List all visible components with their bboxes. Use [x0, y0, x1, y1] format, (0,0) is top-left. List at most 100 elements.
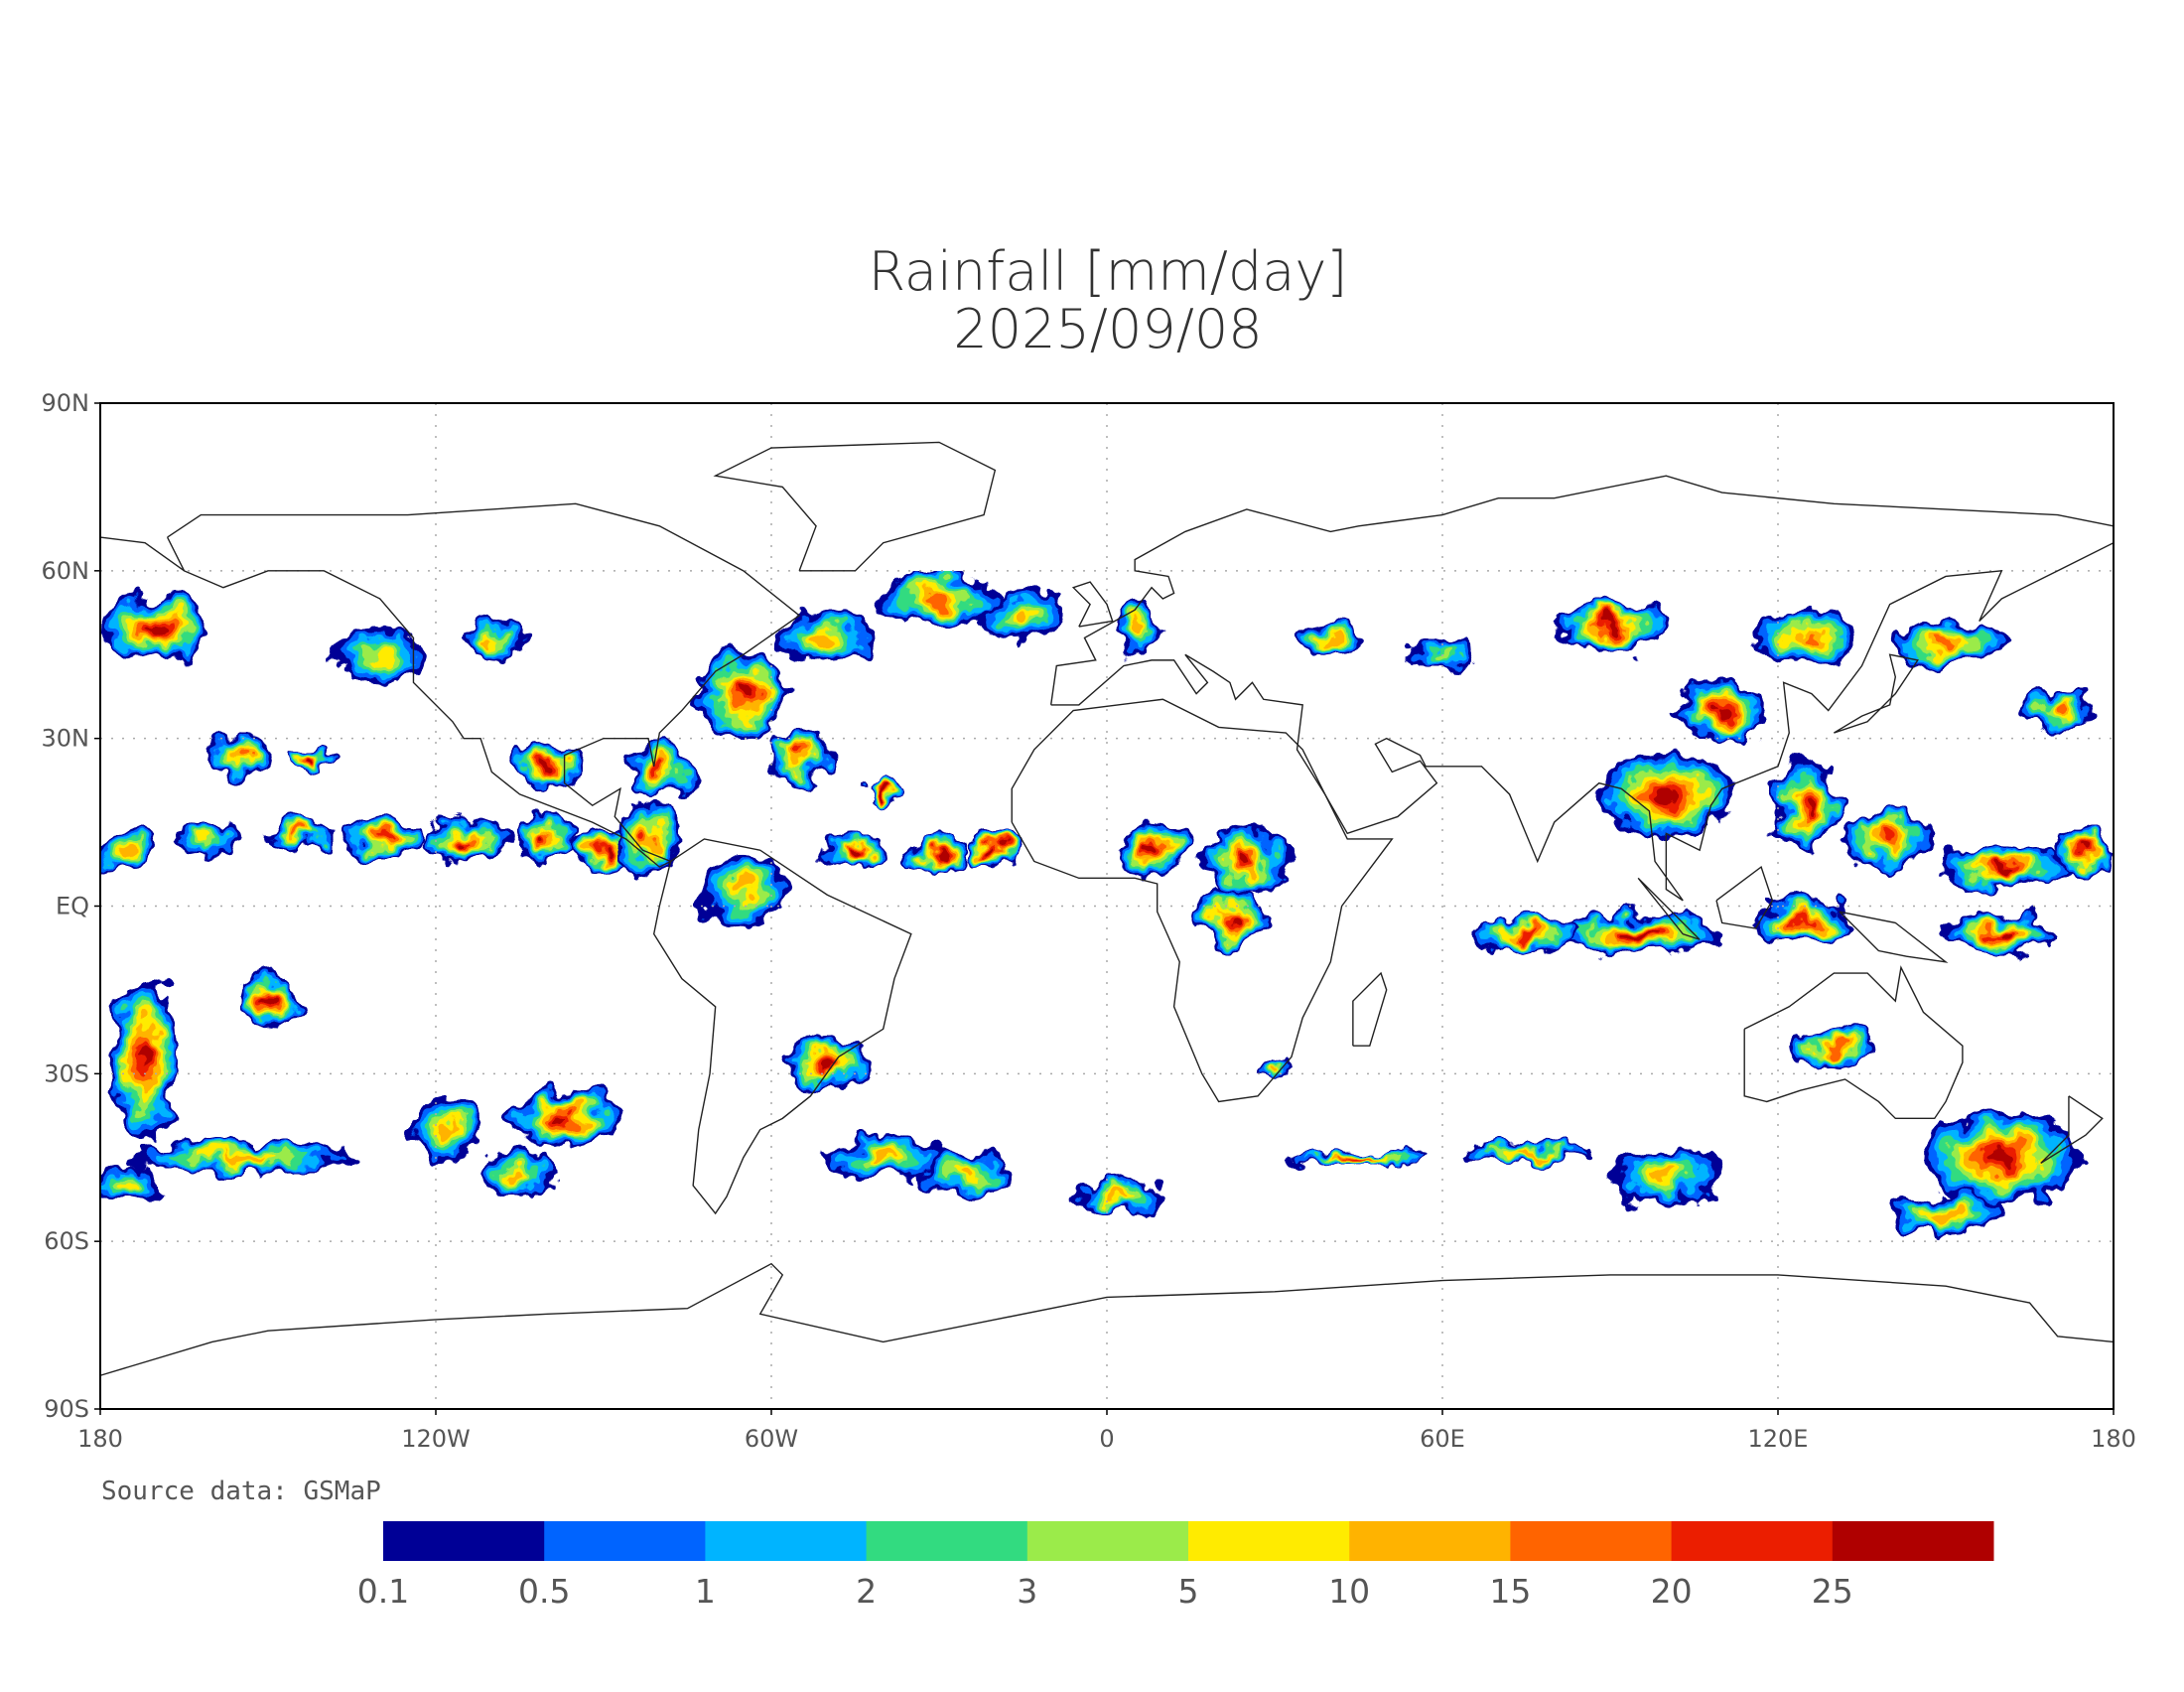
rain-cell — [737, 686, 751, 701]
map-title: Rainfall [mm/day] — [869, 240, 1348, 303]
y-tick-label: 60S — [44, 1227, 89, 1255]
colorbar-segment — [1026, 1521, 1189, 1561]
colorbar-segment — [1188, 1521, 1350, 1561]
colorbar-segment — [383, 1521, 545, 1561]
colorbar-label: 0.1 — [357, 1572, 409, 1611]
rain-cell — [1130, 621, 1140, 634]
y-tick-label: 90S — [44, 1395, 89, 1423]
coastline — [1833, 653, 1919, 734]
rain-cell — [653, 767, 665, 777]
rain-cell — [871, 1153, 895, 1163]
rain-cell — [991, 847, 999, 853]
rain-cell — [1934, 1208, 1958, 1218]
rain-cell — [139, 1044, 151, 1070]
colorbar-label: 2 — [856, 1572, 877, 1611]
colorbar-label: 3 — [1017, 1572, 1037, 1611]
rain-cell — [1825, 1043, 1843, 1050]
rain-cell — [147, 622, 165, 633]
rain-cell — [556, 1114, 574, 1123]
source-note: Source data: GSMaP — [101, 1477, 381, 1506]
rain-cell — [1714, 705, 1729, 716]
rain-cell — [1656, 787, 1677, 801]
grid — [100, 403, 2114, 1409]
colorbar-label: 5 — [1178, 1572, 1199, 1611]
coastlines — [99, 441, 2115, 1376]
colorbar-segment — [705, 1521, 868, 1561]
rain-cell — [1992, 930, 2010, 938]
rain-cell — [1654, 1168, 1679, 1181]
coastline — [99, 1262, 2115, 1376]
rain-cell — [119, 1180, 137, 1192]
rain-cell — [957, 1169, 977, 1180]
rain-cell — [1270, 1065, 1280, 1071]
rain-cell — [821, 1058, 834, 1067]
coastline — [1071, 581, 1114, 628]
rain-cell — [368, 647, 391, 662]
rain-cell — [599, 846, 609, 854]
x-tick-label: 120E — [1748, 1425, 1809, 1453]
colorbar-label: 25 — [1812, 1572, 1853, 1611]
map-date: 2025/09/08 — [953, 298, 1262, 360]
colorbar-segment — [1349, 1521, 1511, 1561]
x-tick-label: 180 — [77, 1425, 123, 1453]
coastline — [1049, 475, 2115, 902]
coastline — [2040, 1095, 2104, 1164]
rain-cell — [850, 847, 861, 853]
coastline — [1715, 865, 1774, 929]
x-tick-label: 60E — [1420, 1425, 1465, 1453]
colorbar-segment — [866, 1521, 1028, 1561]
colorbar-label: 15 — [1489, 1572, 1531, 1611]
rain-cell — [216, 1154, 264, 1162]
x-tick-label: 0 — [1099, 1425, 1114, 1453]
rain-cell — [1625, 930, 1651, 938]
rain-cell — [457, 835, 471, 843]
rain-cell — [1801, 798, 1812, 812]
rain-cell — [1517, 930, 1536, 937]
colorbar-label: 0.5 — [518, 1572, 570, 1611]
rain-cell — [1882, 834, 1898, 844]
y-tick-label: EQ — [56, 893, 89, 920]
rain-cell — [310, 758, 316, 764]
rain-cell — [881, 792, 887, 796]
rain-cell — [234, 751, 246, 760]
y-tick-label: 90N — [42, 389, 90, 417]
rain-cell — [204, 834, 220, 844]
rain-cell — [440, 1122, 455, 1137]
x-tick-label: 60W — [745, 1425, 798, 1453]
rain-cell — [2080, 846, 2091, 854]
y-tick-label: 60N — [42, 557, 90, 585]
colorbar-label: 1 — [695, 1572, 716, 1611]
rain-cell — [1935, 638, 1957, 648]
colorbar: 0.1 0.5 1 2 3 5 10 15 20 25 — [357, 1521, 1994, 1611]
coastline — [99, 536, 185, 572]
rain-cell — [2051, 706, 2064, 715]
colorbar-segment — [544, 1521, 706, 1561]
rain-cell — [1014, 609, 1032, 622]
coastline — [1011, 698, 1394, 1103]
rain-cell — [1240, 856, 1254, 867]
rain-cell — [1512, 1149, 1541, 1155]
rain-cell — [484, 633, 499, 643]
coastline — [652, 838, 912, 1215]
coastline — [1637, 877, 1701, 940]
rain-cell — [928, 593, 950, 605]
y-tick-label: 30N — [42, 725, 90, 753]
rain-cell — [1323, 634, 1338, 641]
x-tick-label: 120W — [401, 1425, 471, 1453]
coastline — [1352, 971, 1388, 1047]
rain-cell — [1989, 1150, 2014, 1165]
rain-cell — [817, 632, 837, 644]
y-tick-label: 30S — [44, 1059, 89, 1087]
rain-cell — [542, 763, 553, 771]
coastline — [713, 441, 997, 572]
rain-cell — [373, 835, 387, 843]
rain-cell — [1224, 913, 1236, 922]
rain-cell — [1347, 1156, 1370, 1160]
rain-cell — [512, 1168, 527, 1181]
rain-cell — [642, 833, 654, 845]
coastline — [1743, 965, 1964, 1120]
rain-cell — [1146, 845, 1158, 855]
